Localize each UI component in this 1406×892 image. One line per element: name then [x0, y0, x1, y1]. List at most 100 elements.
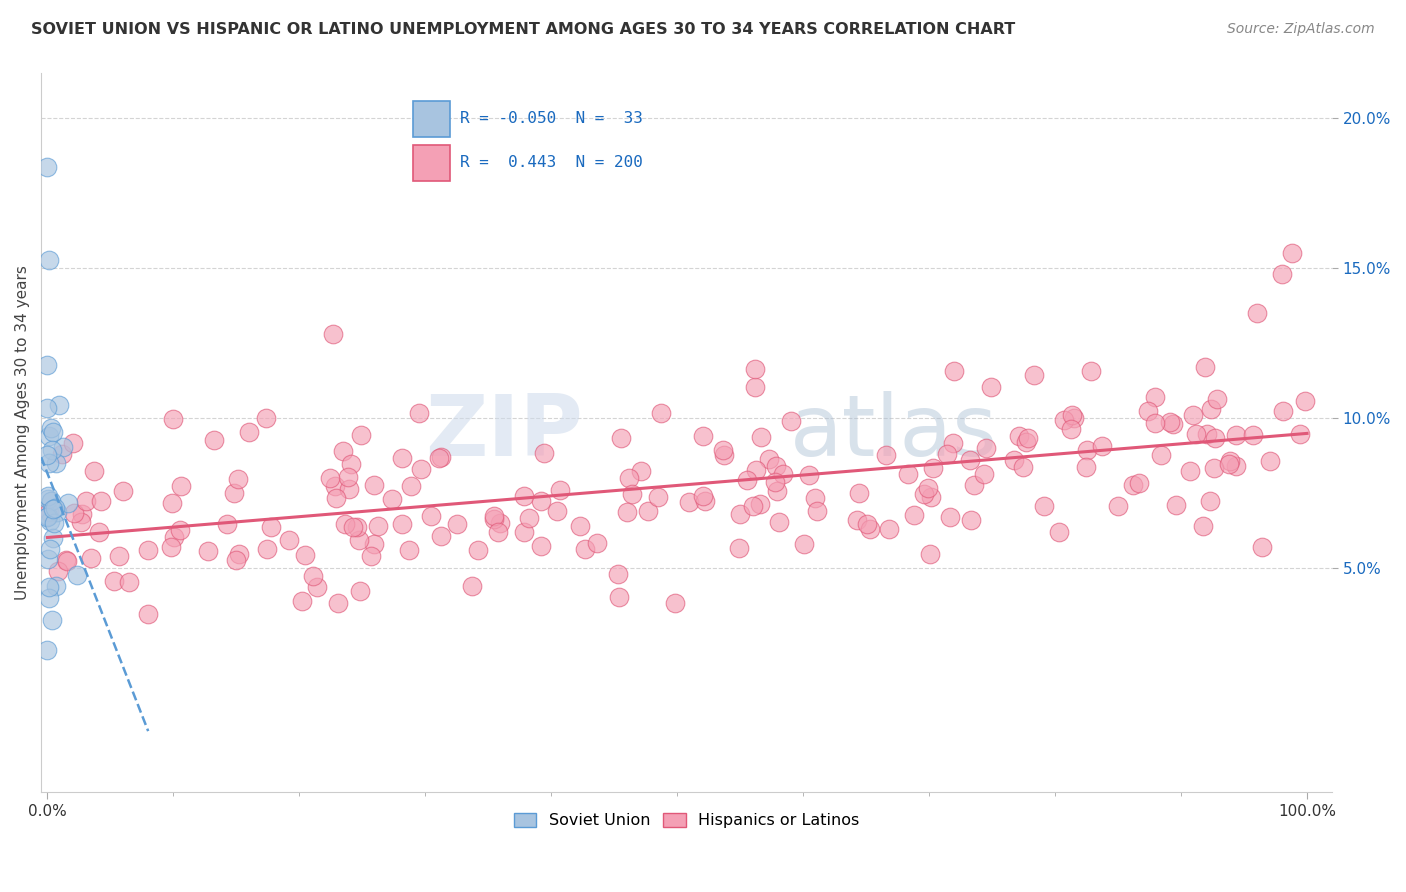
- Point: [37, 359, 59, 373]
- Point: [44, 501, 66, 516]
- Point: [337, 470, 360, 484]
- Point: [37, 551, 59, 566]
- Point: [1250, 540, 1272, 554]
- Point: [1012, 459, 1035, 474]
- Point: [160, 540, 183, 554]
- Point: [742, 500, 765, 514]
- Point: [735, 473, 758, 487]
- Point: [960, 513, 983, 527]
- Point: [226, 472, 249, 486]
- Y-axis label: Unemployment Among Ages 30 to 34 years: Unemployment Among Ages 30 to 34 years: [15, 265, 30, 600]
- Point: [797, 468, 820, 483]
- Point: [918, 547, 941, 561]
- Point: [39, 493, 62, 508]
- Point: [66, 568, 89, 582]
- Point: [62, 435, 84, 450]
- Point: [1204, 431, 1226, 445]
- Point: [37, 401, 59, 415]
- Point: [111, 483, 134, 498]
- Point: [1199, 401, 1222, 416]
- Point: [41, 613, 63, 627]
- Point: [1218, 458, 1240, 472]
- Point: [758, 452, 780, 467]
- Point: [347, 533, 370, 548]
- Point: [1060, 422, 1083, 436]
- Point: [305, 580, 328, 594]
- Point: [772, 467, 794, 482]
- Point: [136, 607, 159, 621]
- Point: [1136, 403, 1159, 417]
- Point: [1246, 306, 1268, 320]
- Point: [56, 554, 79, 568]
- Point: [1206, 392, 1229, 407]
- Point: [903, 508, 925, 523]
- Point: [360, 549, 382, 563]
- Point: [37, 643, 59, 657]
- Point: [917, 481, 939, 495]
- Point: [322, 326, 344, 341]
- Point: [391, 517, 413, 532]
- Point: [692, 489, 714, 503]
- Text: atlas: atlas: [790, 392, 998, 475]
- Point: [942, 435, 965, 450]
- Point: [616, 505, 638, 519]
- Point: [574, 541, 596, 556]
- Point: [1150, 448, 1173, 462]
- Point: [301, 569, 323, 583]
- Point: [650, 406, 672, 420]
- Point: [62, 507, 84, 521]
- Point: [744, 380, 766, 394]
- Point: [170, 479, 193, 493]
- Point: [768, 516, 790, 530]
- Point: [103, 574, 125, 589]
- Point: [163, 530, 186, 544]
- Point: [256, 542, 278, 557]
- Point: [44, 516, 66, 530]
- Point: [335, 517, 357, 532]
- Point: [1091, 439, 1114, 453]
- Point: [56, 496, 79, 510]
- Point: [585, 535, 607, 549]
- Point: [711, 443, 734, 458]
- Point: [37, 509, 59, 524]
- Point: [936, 447, 959, 461]
- Point: [1007, 429, 1029, 443]
- Point: [766, 484, 789, 499]
- Point: [939, 509, 962, 524]
- Point: [959, 453, 981, 467]
- Point: [489, 516, 512, 531]
- Point: [197, 544, 219, 558]
- Point: [1258, 454, 1281, 468]
- Point: [980, 380, 1002, 394]
- Point: [41, 531, 63, 545]
- Point: [332, 443, 354, 458]
- Point: [1271, 267, 1294, 281]
- Point: [325, 479, 347, 493]
- Point: [617, 471, 640, 485]
- Point: [513, 490, 536, 504]
- Point: [294, 548, 316, 562]
- Point: [1159, 415, 1181, 429]
- Point: [1080, 364, 1102, 378]
- Point: [467, 543, 489, 558]
- Point: [342, 520, 364, 534]
- Point: [430, 450, 453, 465]
- Point: [429, 450, 451, 465]
- Point: [606, 567, 628, 582]
- Point: [692, 429, 714, 443]
- Point: [238, 425, 260, 439]
- Point: [70, 516, 93, 530]
- Point: [727, 541, 749, 556]
- Point: [225, 553, 247, 567]
- Point: [38, 591, 60, 605]
- Point: [1180, 464, 1202, 478]
- Point: [1122, 478, 1144, 492]
- Point: [363, 537, 385, 551]
- Point: [169, 523, 191, 537]
- Point: [1060, 409, 1083, 423]
- Point: [349, 428, 371, 442]
- Point: [713, 449, 735, 463]
- Point: [793, 536, 815, 550]
- Point: [1076, 443, 1098, 458]
- Point: [136, 543, 159, 558]
